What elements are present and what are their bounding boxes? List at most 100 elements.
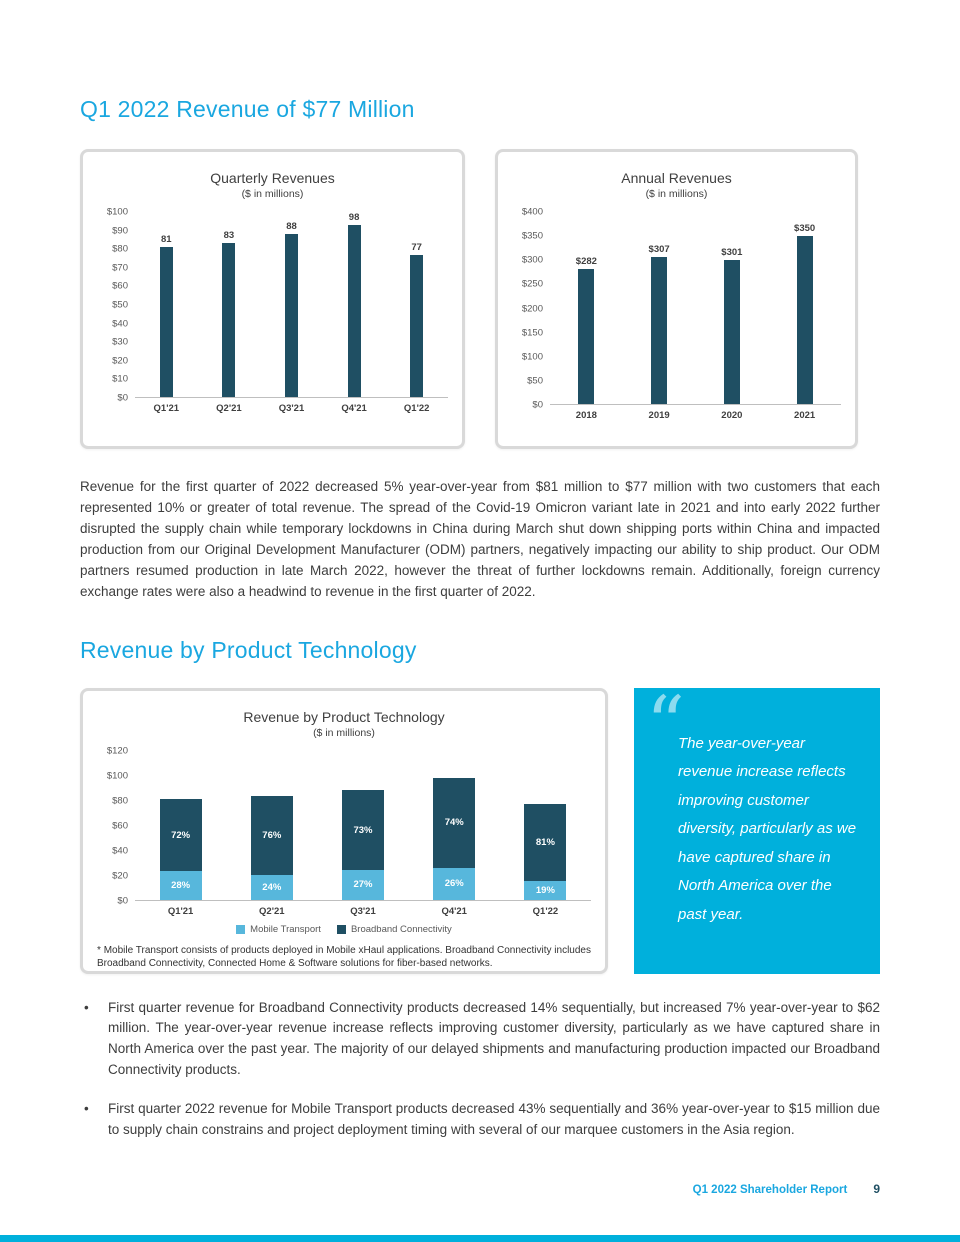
bar-percent-label: 74%: [444, 817, 464, 829]
y-axis-tick: $40: [112, 845, 128, 857]
y-axis-tick: $20: [112, 870, 128, 882]
footer-page-number: 9: [873, 1182, 880, 1196]
page-bottom-accent-bar: [0, 1235, 960, 1242]
section-heading-revenue: Q1 2022 Revenue of $77 Million: [80, 96, 415, 122]
bar: [651, 256, 668, 404]
plot-area: $282 $307 $301 $350 2018 2019 2020 2021: [550, 212, 841, 421]
x-axis-label: 2018: [575, 410, 597, 421]
bar-percent-label: 81%: [535, 837, 555, 849]
legend-label-mobile-transport: Mobile Transport: [250, 923, 321, 935]
y-axis-tick: $100: [106, 206, 128, 218]
x-axis-label: Q4'21: [441, 905, 467, 917]
y-axis: $400 $350 $300 $250 $200 $150 $100 $50 $0: [512, 207, 550, 411]
bar-percent-label: 19%: [535, 884, 555, 896]
y-axis: $100 $90 $80 $70 $60 $50 $40 $30 $20 $10 $0: [97, 207, 135, 404]
bar: [284, 234, 298, 397]
bullet-broadband-connectivity: • First quarter revenue for Broadband Co…: [80, 998, 880, 1082]
bar-percent-label: 26%: [444, 878, 464, 890]
y-axis-tick: $10: [112, 373, 128, 385]
bar-group: 98: [323, 212, 386, 397]
y-axis-tick: $80: [112, 795, 128, 807]
chart-footnote: * Mobile Transport consists of products …: [97, 944, 591, 970]
x-axis-label: Q2'21: [216, 403, 242, 414]
bar-value-label: 81: [161, 234, 172, 246]
legend-item-broadband-connectivity: Broadband Connectivity: [336, 924, 452, 935]
y-axis-tick: $60: [112, 820, 128, 832]
bar-segment: 74%: [433, 777, 476, 868]
revenue-summary-paragraph: Revenue for the first quarter of 2022 de…: [80, 479, 880, 599]
bar-value-label: $307: [648, 243, 670, 255]
legend-swatch-mobile-transport: [236, 924, 246, 934]
product-technology-row: Revenue by Product Technology ($ in mill…: [80, 685, 880, 974]
bar-value-label: 88: [286, 221, 297, 233]
legend-swatch-broadband-connectivity: [336, 924, 346, 934]
y-axis-tick: $20: [112, 355, 128, 367]
bar: [222, 243, 236, 397]
bullet-text: First quarter revenue for Broadband Conn…: [108, 999, 880, 1078]
bullet-marker: •: [84, 999, 89, 1015]
y-axis-tick: $400: [521, 206, 543, 218]
x-axis-label: Q3'21: [350, 905, 376, 917]
y-axis-tick: $80: [112, 243, 128, 255]
chart-legend: Mobile Transport Broadband Connectivity: [97, 924, 591, 935]
bar-group: $301: [696, 212, 769, 404]
bar-value-label: $282: [575, 255, 597, 267]
x-axis-label: Q4'21: [341, 403, 367, 414]
annual-revenues-chart: $400 $350 $300 $250 $200 $150 $100 $50 $0 $282 $30…: [512, 207, 841, 421]
bar: [347, 225, 361, 397]
y-axis-tick: $100: [521, 351, 543, 363]
product-technology-chart-card: Revenue by Product Technology ($ in mill…: [80, 687, 608, 974]
bar-value-label: $301: [721, 246, 743, 258]
x-axis-label: Q1'21: [153, 403, 180, 414]
y-axis-tick: $0: [532, 399, 543, 411]
y-axis-tick: $350: [521, 230, 543, 242]
y-axis-tick: $250: [521, 278, 543, 290]
y-axis-tick: $300: [521, 254, 543, 266]
bar-group: 88: [260, 212, 323, 397]
bullet-mobile-transport: • First quarter 2022 revenue for Mobile …: [80, 1099, 880, 1141]
y-axis-tick: $30: [112, 336, 128, 348]
y-axis: $120 $100 $80 $60 $40 $20 $0: [97, 745, 135, 906]
bar: [796, 236, 813, 404]
page-content: Q1 2022 Revenue of $77 Million Quarterly…: [80, 96, 880, 1142]
bar-percent-label: 76%: [262, 830, 282, 842]
x-axis-labels: Q1'21 Q2'21 Q3'21 Q4'21 Q1'22: [135, 403, 448, 414]
legend-item-mobile-transport: Mobile Transport: [236, 924, 321, 935]
y-axis-tick: $90: [112, 225, 128, 237]
bar: [723, 259, 740, 404]
bars-area: 81 83 88 98 77: [135, 212, 448, 398]
y-axis-tick: $150: [521, 327, 543, 339]
quarterly-revenues-chart: $100 $90 $80 $70 $60 $50 $40 $30 $20 $10 $0 81 83 88 9…: [97, 207, 448, 414]
page-footer: Q1 2022 Shareholder Report 9: [693, 1182, 880, 1196]
bar-group: 74% 26%: [409, 751, 500, 900]
y-axis-tick: $0: [117, 392, 128, 404]
bar: [578, 268, 595, 404]
x-axis-labels: Q1'21 Q2'21 Q3'21 Q4'21 Q1'22: [135, 906, 591, 917]
bar-segment: 26%: [433, 867, 476, 900]
x-axis-label: Q1'22: [403, 403, 430, 414]
highlights-bullet-list: • First quarter revenue for Broadband Co…: [80, 998, 880, 1142]
bar-percent-label: 72%: [171, 829, 191, 841]
bar-group: 77: [385, 212, 448, 397]
bar-segment: 24%: [250, 874, 293, 900]
y-axis-tick: $50: [527, 375, 543, 387]
bar-group: 81: [135, 212, 198, 397]
bar-group: $350: [768, 212, 841, 404]
bar-percent-label: 73%: [353, 824, 373, 836]
bar-value-label: 83: [223, 230, 235, 242]
bar-group: 76% 24%: [226, 751, 317, 900]
x-axis-label: 2020: [721, 410, 743, 421]
bar-segment: 73%: [342, 790, 384, 870]
bar-percent-label: 24%: [262, 881, 282, 893]
bar-segment: 72%: [159, 798, 202, 872]
x-axis-label: 2021: [794, 410, 816, 421]
bar-segment: 81%: [524, 803, 567, 882]
bars-area: 72% 28% 76% 24% 73% 27% 74% 26% 81% 19%: [135, 751, 591, 901]
chart-subtitle: ($ in millions): [241, 188, 304, 200]
x-axis-label: Q3'21: [278, 403, 305, 414]
bar-group: 72% 28%: [135, 751, 226, 900]
plot-area: 81 83 88 98 77 Q1'21 Q2'21 Q3'21 Q4'21 Q1'22: [135, 212, 448, 414]
bar: [410, 254, 424, 397]
section-heading-product-technology: Revenue by Product Technology: [80, 636, 417, 663]
